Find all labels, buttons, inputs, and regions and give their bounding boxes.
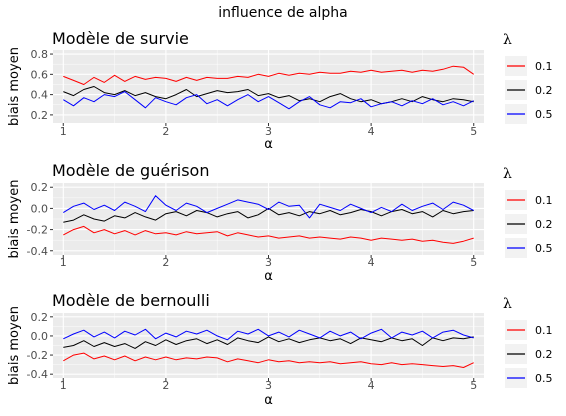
- x-tick-label: 3: [265, 125, 272, 138]
- y-tick-label: -0.4: [27, 245, 48, 258]
- y-axis-title: biais moyen: [7, 47, 22, 126]
- x-tick-label: 4: [368, 125, 375, 138]
- series-line-0.1: [63, 352, 474, 368]
- x-tick-label: 3: [265, 379, 272, 392]
- legend-label: 0.5: [535, 242, 553, 255]
- legend: λ 0.1 0.2 0.5: [503, 296, 553, 388]
- x-tick-label: 5: [470, 125, 477, 138]
- series-line-0.2: [63, 86, 474, 105]
- x-tick-label: 4: [368, 256, 375, 269]
- y-axis-title: biais moyen: [7, 306, 22, 385]
- x-tick-label: 1: [60, 256, 67, 269]
- panel-title: Modèle de survie: [52, 29, 189, 48]
- legend-label: 0.1: [535, 60, 553, 73]
- legend-label: 0.5: [535, 372, 553, 385]
- y-tick-label: -0.4: [27, 368, 48, 381]
- x-tick-label: 2: [162, 379, 169, 392]
- legend: λ 0.1 0.2 0.5: [503, 32, 553, 124]
- y-tick-label: 0.6: [31, 68, 49, 81]
- x-tick-label: 3: [265, 256, 272, 269]
- x-tick-label: 5: [470, 256, 477, 269]
- y-tick-label: 0.8: [31, 48, 49, 61]
- legend-label: 0.5: [535, 108, 553, 121]
- legend-label: 0.2: [535, 348, 553, 361]
- x-tick-label: 4: [368, 379, 375, 392]
- panel-title: Modèle de guérison: [52, 161, 209, 180]
- series-line-0.5: [63, 328, 474, 341]
- series-line-0.1: [63, 65, 474, 85]
- legend-title: λ: [503, 166, 512, 182]
- y-tick-label: 0.2: [31, 109, 49, 122]
- figure-title: influence de alpha: [218, 5, 347, 21]
- series-line-0.2: [63, 207, 474, 223]
- x-tick-label: 2: [162, 256, 169, 269]
- series-line-0.1: [63, 225, 474, 244]
- legend: λ 0.1 0.2 0.5: [503, 166, 553, 258]
- legend-title: λ: [503, 32, 512, 48]
- y-tick-label: 0.2: [31, 311, 49, 324]
- y-tick-label: 0.0: [31, 202, 49, 215]
- legend-label: 0.2: [535, 218, 553, 231]
- series-line-0.5: [63, 91, 474, 110]
- legend-label: 0.2: [535, 84, 553, 97]
- legend-label: 0.1: [535, 324, 553, 337]
- y-tick-label: -0.2: [27, 224, 48, 237]
- y-tick-label: 0.2: [31, 181, 49, 194]
- x-axis-title: α: [264, 137, 273, 152]
- x-tick-label: 1: [60, 125, 67, 138]
- legend-label: 0.1: [535, 194, 553, 207]
- x-tick-label: 5: [470, 379, 477, 392]
- legend-title: λ: [503, 296, 512, 312]
- x-axis-title: α: [264, 269, 273, 284]
- series-line-0.2: [63, 336, 474, 349]
- y-axis-title: biais moyen: [7, 180, 22, 259]
- y-tick-label: -0.2: [27, 349, 48, 362]
- series-line-0.5: [63, 195, 474, 219]
- panel-title: Modèle de bernoulli: [52, 291, 210, 310]
- y-tick-label: 0.4: [31, 89, 49, 102]
- x-tick-label: 1: [60, 379, 67, 392]
- y-tick-label: 0.0: [31, 330, 49, 343]
- x-axis-title: α: [264, 393, 273, 408]
- x-tick-label: 2: [162, 125, 169, 138]
